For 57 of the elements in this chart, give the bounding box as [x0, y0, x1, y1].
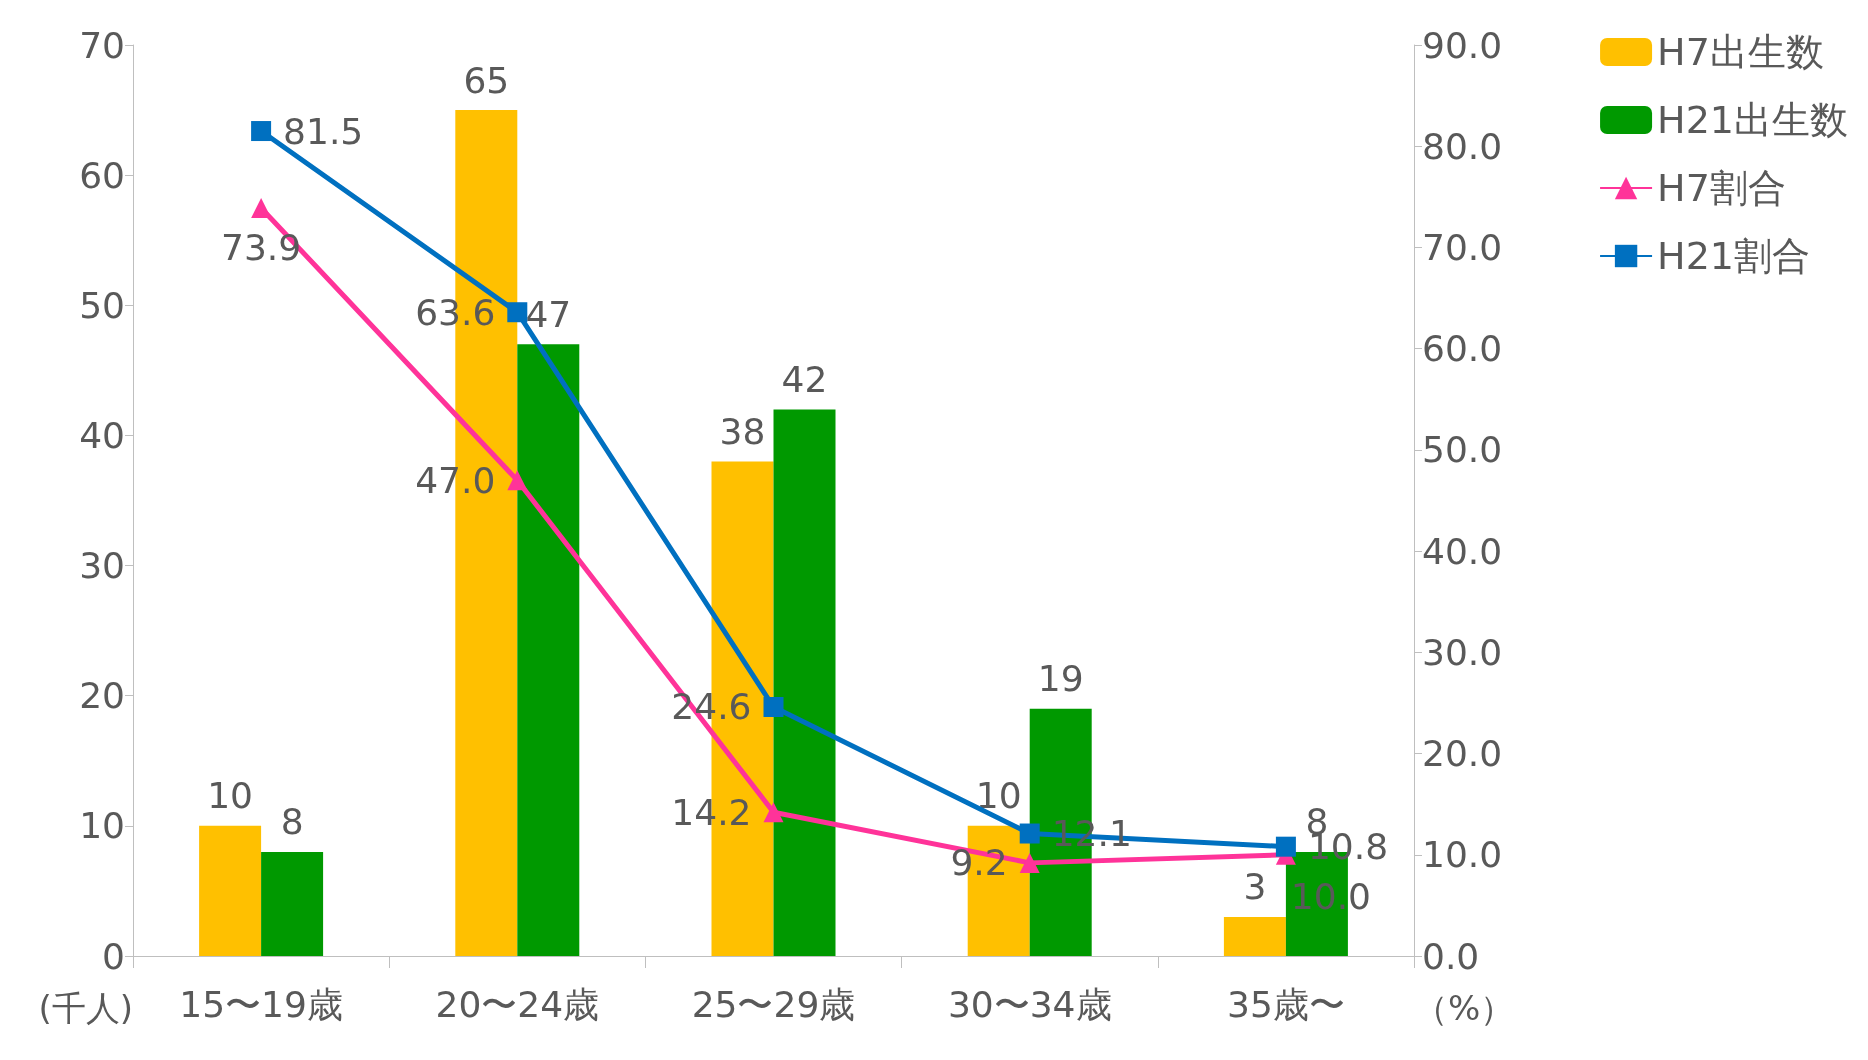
y-tick-label: 10: [79, 805, 125, 847]
data-label: 14.2: [671, 791, 752, 833]
y2-tick-label: 60.0: [1422, 328, 1503, 370]
bar: [261, 851, 324, 956]
bar: [773, 409, 836, 956]
x-tick-label: 30〜34歳: [947, 983, 1112, 1025]
point: [1019, 823, 1040, 844]
bar: [199, 825, 262, 956]
bar: [1223, 916, 1286, 956]
point: [251, 121, 272, 142]
data-label: 12.1: [1051, 813, 1132, 855]
y2-tick-label: 90.0: [1422, 24, 1503, 66]
data-label: 38: [719, 410, 766, 452]
point: [1019, 852, 1040, 873]
point: [763, 802, 784, 823]
legend-label: H21出生数: [1657, 98, 1849, 142]
y-tick-label: 0: [102, 935, 125, 977]
y-tick-label: 40: [79, 414, 125, 456]
data-label: 3: [1243, 866, 1267, 908]
x-tick-label: 25〜29歳: [691, 983, 856, 1025]
bar: [517, 344, 580, 956]
y2-tick-label: 20.0: [1422, 733, 1503, 775]
y2-tick-label: 40.0: [1422, 530, 1503, 572]
point: [763, 696, 784, 717]
data-label: 81.5: [283, 110, 364, 152]
y2-tick-label: 0.0: [1422, 935, 1480, 977]
y2-tick-label: 10.0: [1422, 834, 1503, 876]
y2-tick-label: 30.0: [1422, 631, 1503, 673]
data-label: 73.9: [221, 227, 302, 269]
y2-tick-label: 80.0: [1422, 125, 1503, 167]
legend-label: H21割合: [1657, 234, 1811, 278]
legend-label: H7出生数: [1657, 30, 1824, 74]
point: [1275, 836, 1296, 857]
data-label: 65: [463, 59, 510, 101]
y-tick-label: 20: [79, 675, 125, 717]
x-tick-label: 15〜19歳: [179, 983, 343, 1025]
y-tick-label: 30: [79, 545, 125, 587]
data-label: 47: [525, 293, 572, 335]
data-label: 10: [975, 775, 1022, 817]
data-label: 19: [1037, 658, 1084, 700]
point: [507, 302, 528, 323]
x-tick-label: 20〜24歳: [435, 983, 600, 1025]
legend-label: H7割合: [1657, 166, 1786, 210]
y-tick-label: 70: [79, 24, 125, 66]
data-label: 24.6: [671, 686, 752, 728]
y2-tick-label: 70.0: [1422, 226, 1503, 268]
y-tick-label: 50: [79, 284, 125, 326]
data-label: 10: [207, 775, 254, 817]
y2-axis-title: （%）: [1414, 988, 1515, 1028]
y-tick-label: 60: [79, 154, 125, 196]
point: [251, 197, 272, 218]
x-tick-label: 35歳〜: [1226, 983, 1345, 1025]
data-label: 8: [280, 801, 304, 843]
data-label: 42: [781, 358, 828, 400]
point: [507, 470, 528, 491]
y-axis-title: (千人): [38, 988, 133, 1028]
y2-tick-label: 50.0: [1422, 429, 1503, 471]
